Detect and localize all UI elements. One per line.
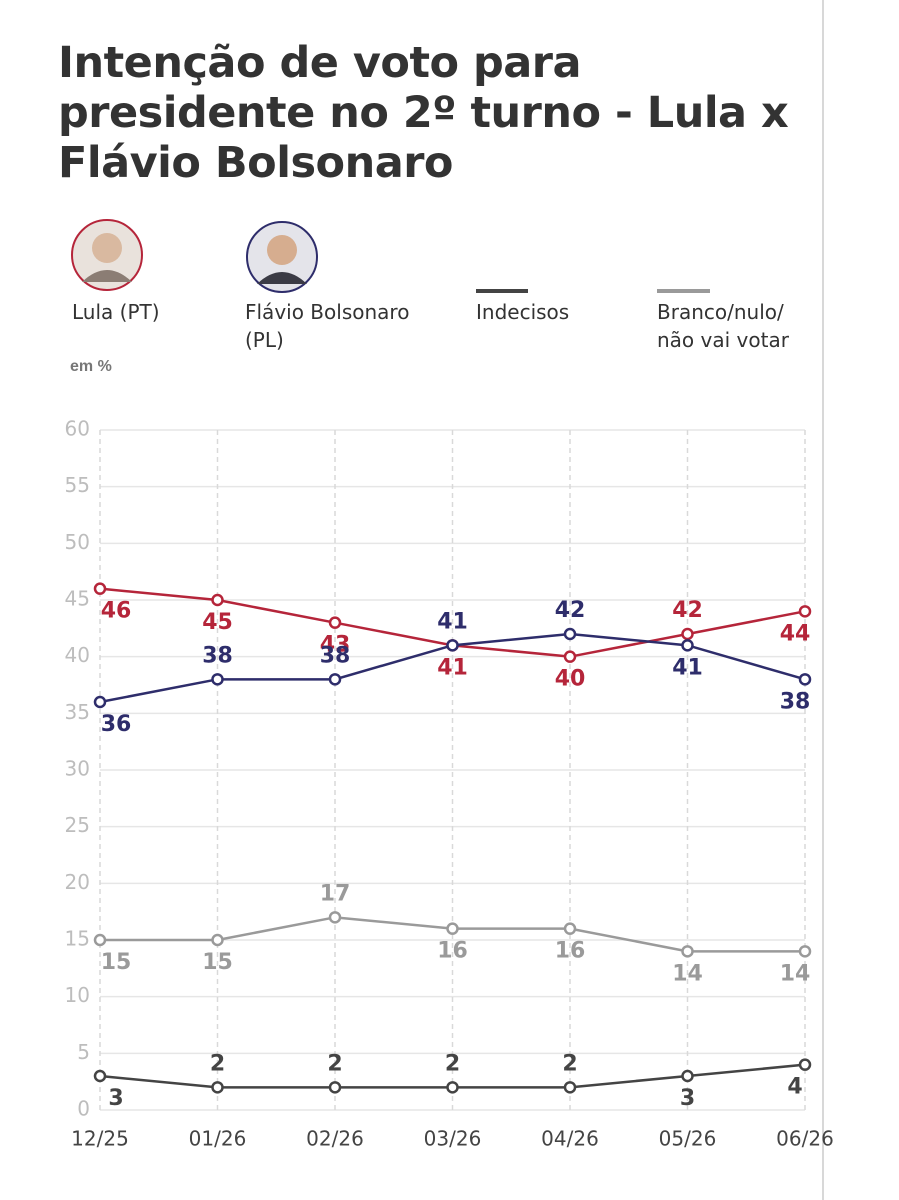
point — [563, 627, 577, 641]
x-tick-label: 05/26 — [659, 1127, 717, 1151]
data-label: 16 — [437, 939, 468, 964]
point — [211, 1081, 224, 1094]
data-label: 2 — [562, 1051, 577, 1076]
data-label: 36 — [101, 712, 132, 737]
point — [93, 1069, 107, 1083]
point — [328, 673, 342, 686]
data-label: 3 — [108, 1086, 123, 1111]
data-label: 14 — [780, 961, 811, 986]
data-label: 4 — [787, 1075, 802, 1100]
data-label: 38 — [202, 643, 233, 668]
data-label: 43 — [320, 633, 351, 658]
x-tick-label: 03/26 — [424, 1127, 482, 1151]
y-tick-label: 25 — [65, 813, 90, 837]
y-tick-label: 45 — [65, 587, 90, 611]
data-label: 38 — [320, 643, 351, 668]
data-label: 41 — [437, 609, 468, 634]
legend-label: Flávio Bolsonaro (PL) — [245, 300, 410, 352]
point — [328, 911, 342, 924]
y-tick-label: 35 — [65, 700, 90, 724]
legend-label: Lula (PT) — [72, 300, 160, 324]
point — [211, 593, 224, 607]
data-label: 38 — [780, 689, 811, 714]
point — [328, 616, 342, 629]
point — [328, 1081, 342, 1094]
y-tick-label: 15 — [65, 927, 90, 951]
point — [563, 922, 577, 935]
data-label: 45 — [202, 610, 233, 635]
data-label: 3 — [680, 1086, 695, 1111]
unit-label: em % — [70, 358, 112, 375]
y-tick-label: 60 — [65, 417, 90, 441]
point — [798, 673, 812, 686]
avatar-bolsonaro — [246, 221, 318, 293]
y-tick-label: 10 — [65, 983, 90, 1007]
x-tick-label: 06/26 — [776, 1127, 834, 1151]
legend-label: Indecisos — [476, 300, 570, 324]
chart-title: Intenção de voto para presidente no 2º t… — [58, 38, 789, 188]
point — [681, 627, 694, 641]
data-label: 2 — [210, 1051, 225, 1076]
point — [681, 1069, 694, 1083]
point — [446, 922, 459, 935]
y-tick-label: 20 — [65, 870, 90, 894]
point — [798, 1058, 812, 1071]
data-label: 42 — [672, 598, 703, 623]
data-label: 44 — [780, 621, 811, 646]
data-label: 40 — [555, 667, 586, 692]
point — [93, 933, 107, 947]
point — [446, 1081, 459, 1094]
y-tick-label: 50 — [65, 530, 90, 554]
data-label: 41 — [437, 655, 468, 680]
x-tick-label: 01/26 — [189, 1127, 247, 1151]
point — [798, 945, 812, 958]
point — [93, 582, 107, 595]
x-tick-label: 04/26 — [541, 1127, 599, 1151]
x-tick-label: 12/25 — [71, 1127, 129, 1151]
data-label: 2 — [445, 1051, 460, 1076]
y-tick-label: 5 — [77, 1040, 90, 1064]
point — [681, 945, 694, 958]
data-label: 42 — [555, 598, 586, 623]
point — [681, 639, 694, 652]
data-label: 16 — [555, 939, 586, 964]
data-label: 2 — [327, 1051, 342, 1076]
y-tick-label: 30 — [65, 757, 90, 781]
point — [211, 933, 224, 947]
data-label: 17 — [320, 881, 351, 906]
y-tick-label: 55 — [65, 473, 90, 497]
data-label: 41 — [672, 655, 703, 680]
legend-label: Branco/nulo/ não vai votar — [657, 300, 789, 352]
y-tick-label: 0 — [77, 1097, 90, 1121]
point — [563, 1081, 577, 1094]
point — [211, 673, 224, 686]
point — [798, 605, 812, 618]
avatar-lula — [71, 219, 143, 291]
point — [563, 650, 577, 663]
data-label: 46 — [101, 599, 132, 624]
data-label: 15 — [202, 950, 233, 975]
data-label: 14 — [672, 961, 703, 986]
data-label: 15 — [101, 950, 132, 975]
point — [446, 639, 459, 652]
y-tick-label: 40 — [65, 643, 90, 667]
point — [93, 695, 107, 709]
x-tick-label: 02/26 — [306, 1127, 364, 1151]
